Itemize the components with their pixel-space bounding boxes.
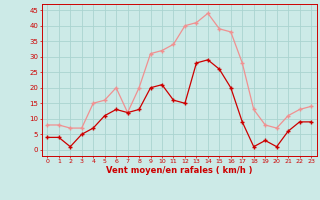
X-axis label: Vent moyen/en rafales ( km/h ): Vent moyen/en rafales ( km/h ): [106, 166, 252, 175]
